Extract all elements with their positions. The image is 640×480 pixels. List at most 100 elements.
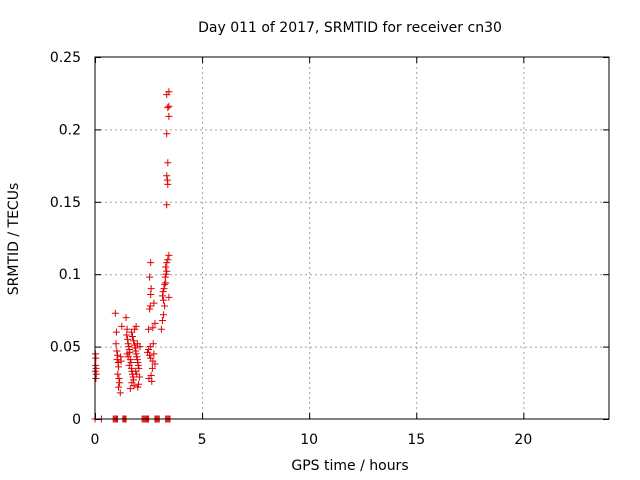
- data-point: [124, 340, 132, 348]
- data-point: [161, 302, 169, 310]
- data-point: [163, 201, 171, 209]
- data-point: [115, 363, 123, 371]
- data-point: [131, 325, 139, 333]
- data-point: [132, 350, 140, 358]
- data-point: [145, 325, 153, 333]
- data-point: [147, 259, 155, 267]
- data-point: [123, 331, 131, 339]
- data-point: [115, 383, 123, 391]
- x-tick-label: 15: [407, 432, 425, 448]
- data-point: [124, 335, 132, 343]
- y-axis-label: SRMTID / TECUs: [6, 183, 22, 296]
- data-point: [127, 328, 135, 336]
- data-point: [146, 351, 154, 359]
- data-point: [113, 356, 121, 364]
- plot-frame: [94, 56, 610, 420]
- data-point: [130, 337, 138, 345]
- data-point: [162, 263, 170, 271]
- data-point: [117, 357, 125, 365]
- data-point: [92, 374, 100, 382]
- data-point: [115, 374, 123, 382]
- data-point: [161, 280, 169, 288]
- data-point: [116, 389, 124, 397]
- data-point: [114, 370, 122, 378]
- data-point: [113, 347, 121, 355]
- data-point: [165, 102, 173, 110]
- data-point: [146, 343, 154, 351]
- data-point: [128, 332, 136, 340]
- data-point: [158, 317, 166, 325]
- data-point: [126, 356, 134, 364]
- data-point: [163, 172, 171, 180]
- data-point: [163, 176, 171, 184]
- data-point: [164, 159, 172, 167]
- data-point: [126, 385, 134, 393]
- x-tick-label: 10: [300, 432, 318, 448]
- data-point: [135, 364, 143, 372]
- data-point: [112, 340, 120, 348]
- data-point: [159, 288, 167, 296]
- data-point: [150, 299, 158, 307]
- x-tick-label: 0: [91, 432, 100, 448]
- data-point: [116, 379, 124, 387]
- y-tick-label: 0: [72, 412, 81, 428]
- data-point: [92, 354, 100, 362]
- data-point: [132, 322, 140, 330]
- data-point: [136, 373, 144, 381]
- data-point: [165, 293, 173, 301]
- data-point: [160, 296, 168, 304]
- data-point: [158, 292, 166, 300]
- data-point: [122, 314, 130, 322]
- data-point: [134, 383, 142, 391]
- y-tick-label: 0.25: [50, 50, 81, 66]
- data-point: [134, 380, 142, 388]
- x-tick-label: 5: [198, 432, 207, 448]
- data-point: [164, 104, 172, 112]
- data-point: [151, 360, 159, 368]
- data-point: [149, 340, 157, 348]
- data-point: [149, 324, 157, 332]
- data-point: [134, 361, 142, 369]
- data-point: [165, 112, 173, 120]
- chart-title: Day 011 of 2017, SRMTID for receiver cn3…: [198, 20, 502, 36]
- data-point: [163, 130, 171, 138]
- data-point: [148, 364, 156, 372]
- grid-lines: [95, 57, 609, 419]
- data-point: [150, 350, 158, 358]
- data-point: [162, 270, 170, 278]
- data-point: [148, 377, 156, 385]
- data-point: [133, 353, 141, 361]
- data-point: [133, 340, 141, 348]
- x-tick-labels: 0 5 10 15 20: [91, 432, 533, 448]
- data-point: [146, 305, 154, 313]
- data-point: [146, 302, 154, 310]
- data-point: [132, 367, 140, 375]
- data-point: [165, 88, 173, 96]
- data-point: [161, 273, 169, 281]
- data-point: [118, 322, 126, 330]
- data-point: [112, 328, 120, 336]
- data-point: [160, 311, 168, 319]
- data-points: [91, 88, 174, 423]
- data-point: [111, 309, 119, 317]
- data-point: [157, 325, 165, 333]
- data-point: [147, 285, 155, 293]
- data-point: [145, 345, 153, 353]
- y-tick-label: 0.1: [59, 267, 81, 283]
- x-tick-label: 20: [514, 432, 532, 448]
- y-tick-label: 0.15: [50, 195, 81, 211]
- data-point: [165, 251, 173, 259]
- y-tick-labels: 0 0.05 0.1 0.15 0.2 0.25: [50, 50, 81, 428]
- data-point: [130, 382, 138, 390]
- x-axis-label: GPS time / hours: [291, 458, 408, 474]
- data-point: [164, 256, 172, 264]
- data-point: [160, 285, 168, 293]
- data-point: [151, 319, 159, 327]
- data-point: [163, 267, 171, 275]
- y-tick-label: 0.2: [59, 122, 81, 138]
- data-point: [146, 273, 154, 281]
- y-tick-label: 0.05: [50, 340, 81, 356]
- data-point: [123, 350, 131, 358]
